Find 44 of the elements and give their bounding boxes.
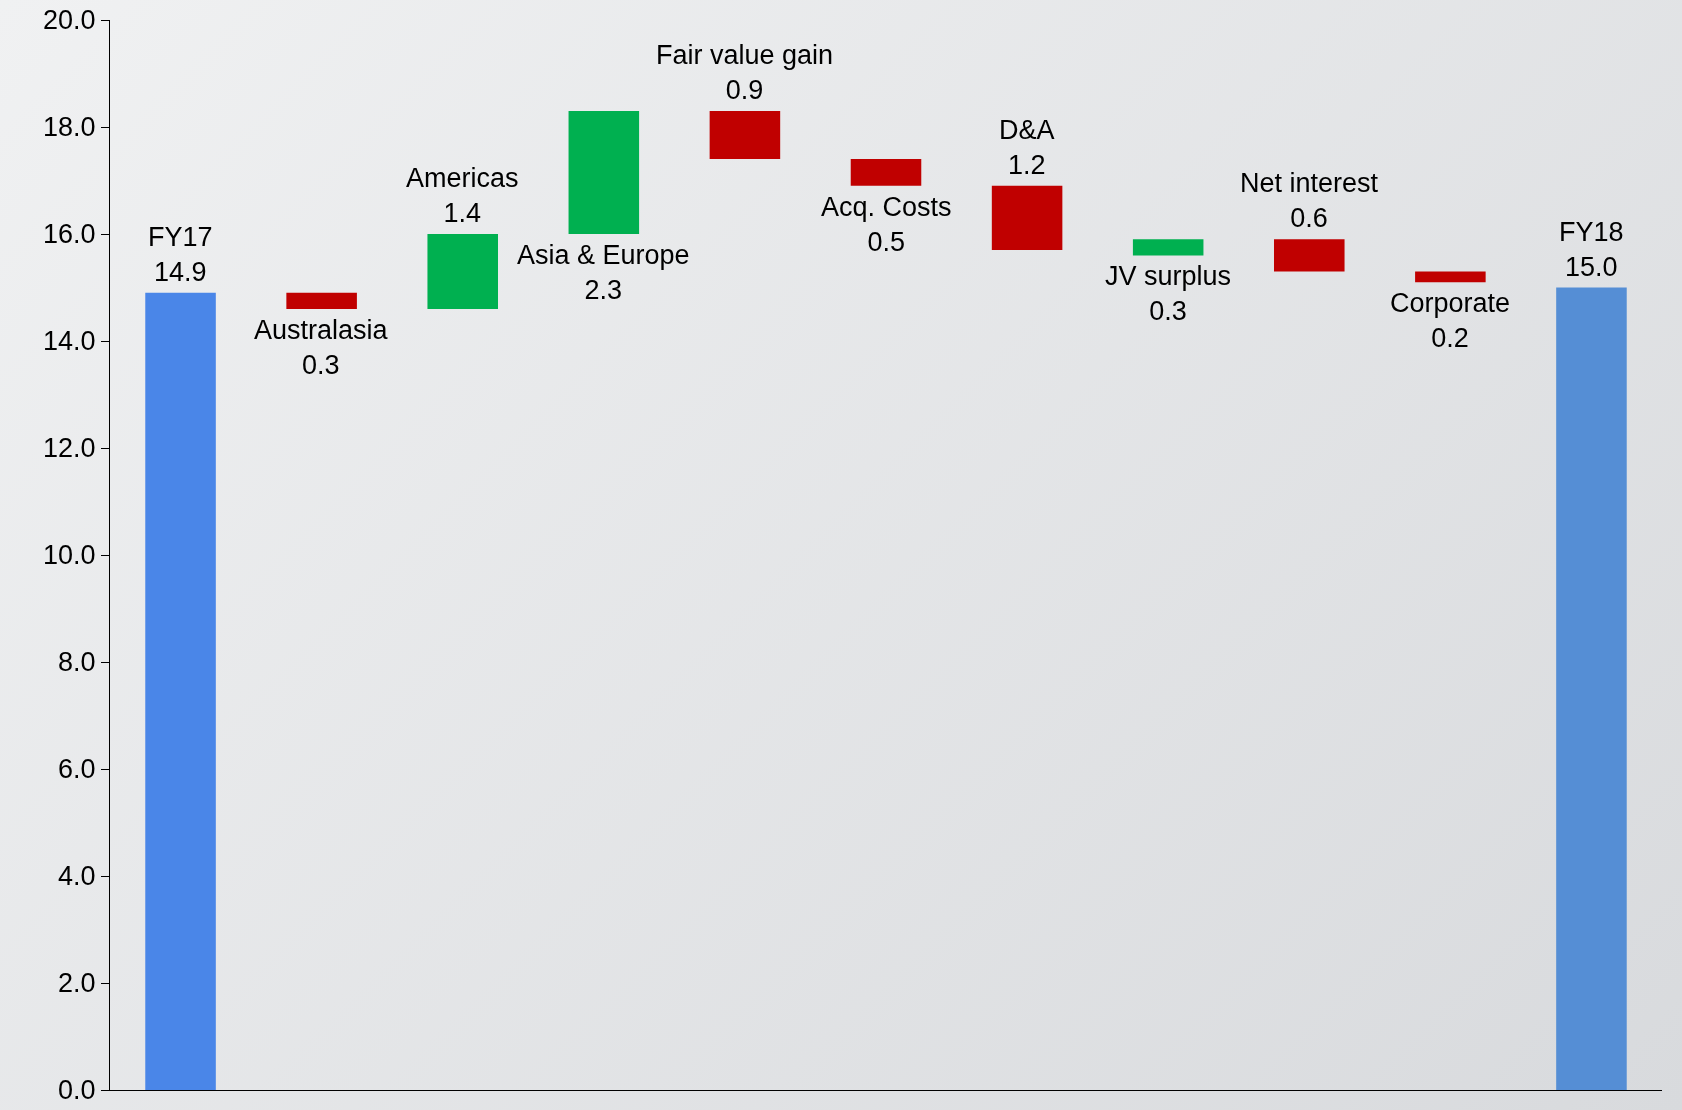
data-label: 0.6 xyxy=(1290,203,1328,234)
bar xyxy=(709,110,781,160)
data-label: 2.3 xyxy=(584,275,623,306)
y-tick-label: 4.0 xyxy=(58,861,96,892)
data-label: 0.5 xyxy=(867,227,906,258)
y-tick-label: 20.0 xyxy=(43,5,96,36)
bar xyxy=(1415,271,1486,283)
data-label: 1.4 xyxy=(443,198,482,229)
x-tick-label: Net interest xyxy=(1240,168,1379,198)
bar xyxy=(286,292,357,309)
data-label: 0.2 xyxy=(1431,323,1469,354)
y-tick-label: 6.0 xyxy=(58,754,96,785)
bar xyxy=(1274,239,1345,272)
y-tick-label: 14.0 xyxy=(43,326,96,357)
y-tick-label: 12.0 xyxy=(43,433,96,464)
y-tick-label: 2.0 xyxy=(58,968,96,999)
y-tick-label: 8.0 xyxy=(58,647,96,678)
bar xyxy=(568,110,640,234)
x-tick-label: JV surplus xyxy=(1105,261,1232,291)
y-tick-label: 0.0 xyxy=(58,1075,96,1106)
bar xyxy=(1556,287,1627,1090)
x-tick-label: Australasia xyxy=(254,315,389,345)
x-tick-label: D&A xyxy=(999,115,1055,145)
data-label: 1.2 xyxy=(1007,150,1046,181)
bar xyxy=(991,185,1063,251)
x-tick-label: Fair value gain xyxy=(656,40,834,70)
x-tick-label: Americas xyxy=(406,163,519,193)
x-tick-label: FY18 xyxy=(1559,217,1624,247)
bar xyxy=(427,234,498,309)
x-tick-label: Corporate xyxy=(1390,288,1511,318)
data-label: 0.3 xyxy=(1149,296,1187,327)
x-tick-label: Acq. Costs xyxy=(821,192,952,222)
bar xyxy=(145,292,216,1090)
data-label: 14.9 xyxy=(153,257,207,288)
y-tick-label: 18.0 xyxy=(43,112,96,143)
bar xyxy=(1132,239,1204,256)
x-tick-label: FY17 xyxy=(148,222,213,252)
x-tick-label: Asia & Europe xyxy=(517,240,690,270)
y-tick-label: 10.0 xyxy=(43,540,96,571)
bar xyxy=(850,159,922,186)
data-label: 0.9 xyxy=(725,75,764,106)
y-tick-label: 16.0 xyxy=(43,219,96,250)
data-label: 0.3 xyxy=(302,350,340,381)
data-label: 15.0 xyxy=(1564,252,1618,283)
